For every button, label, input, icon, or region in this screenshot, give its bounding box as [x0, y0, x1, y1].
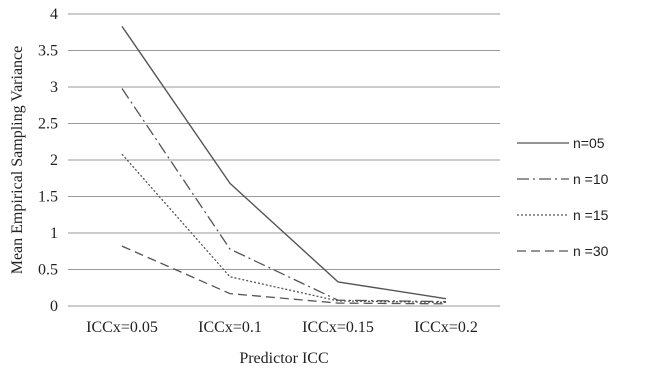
y-axis-title: Mean Empirical Sampling Variance — [9, 46, 26, 275]
y-tick-label: 0 — [50, 298, 58, 315]
series-line-4 — [121, 245, 447, 305]
x-tick-label: ICCx=0.2 — [414, 319, 478, 336]
y-tick-label: 2 — [50, 152, 58, 169]
series-line-1 — [121, 26, 447, 300]
legend: n=05 n =10 n =15 n =30 — [517, 135, 609, 259]
y-tick-label: 0.5 — [38, 262, 58, 279]
y-tick-label: 1.5 — [38, 189, 58, 206]
legend-label: n=05 — [573, 135, 605, 151]
legend-label: n =10 — [573, 171, 609, 187]
x-axis-title: Predictor ICC — [239, 350, 328, 367]
x-axis-ticks: ICCx=0.05 ICCx=0.1 ICCx=0.15 ICCx=0.2 — [86, 319, 478, 336]
x-tick-label: ICCx=0.1 — [198, 319, 262, 336]
legend-label: n =30 — [573, 243, 609, 259]
x-tick-label: ICCx=0.15 — [302, 319, 374, 336]
x-tick-label: ICCx=0.05 — [86, 319, 158, 336]
y-tick-label: 3 — [50, 79, 58, 96]
series-line-3 — [121, 153, 447, 304]
gridlines — [68, 13, 500, 307]
y-tick-label: 4 — [50, 6, 58, 23]
legend-label: n =15 — [573, 207, 609, 223]
series-line-2 — [121, 88, 447, 303]
series-lines — [121, 26, 447, 305]
y-tick-label: 1 — [50, 225, 58, 242]
y-tick-label: 2.5 — [38, 116, 58, 133]
y-tick-label: 3.5 — [38, 43, 58, 60]
y-axis-ticks: 0 0.5 1 1.5 2 2.5 3 3.5 4 — [38, 6, 58, 315]
